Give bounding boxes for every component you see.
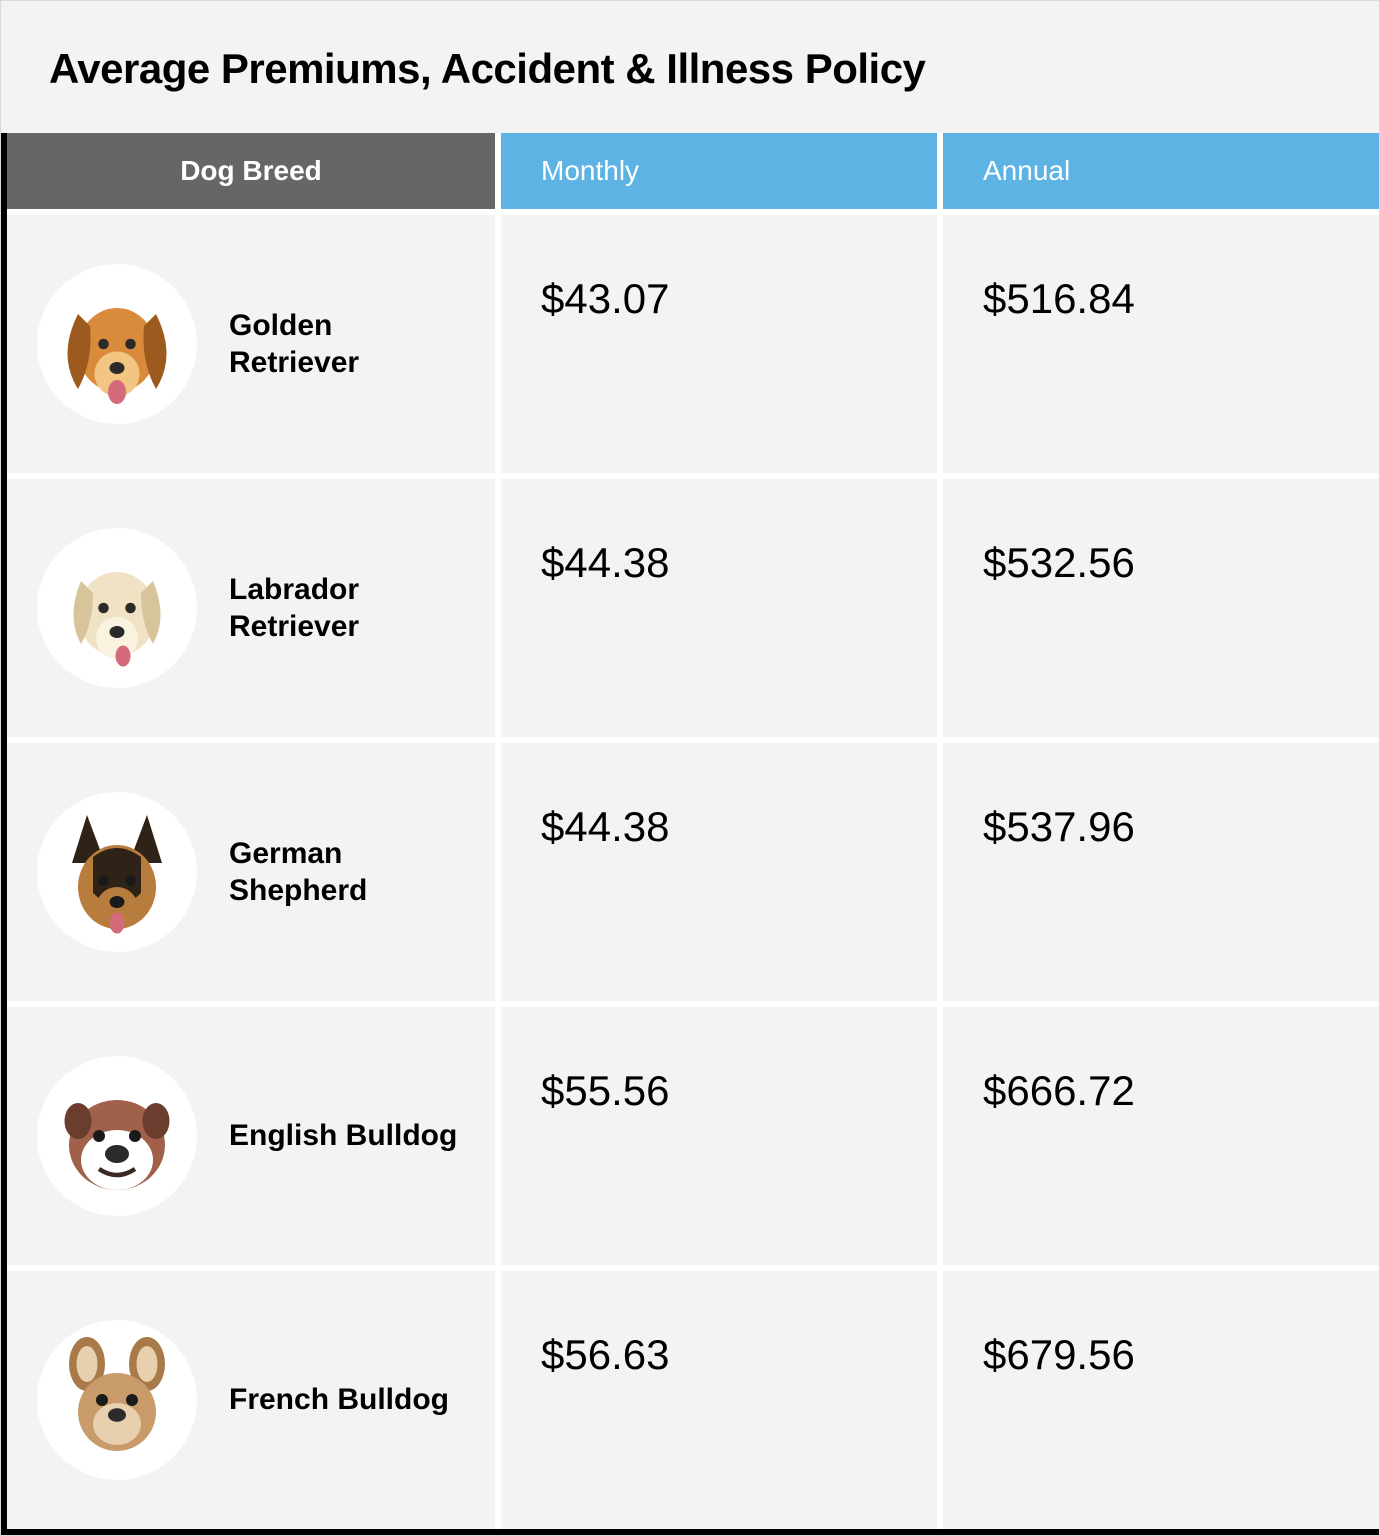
breed-cell: German Shepherd — [7, 743, 495, 1001]
breed-cell: Golden Retriever — [7, 215, 495, 473]
annual-premium: $537.96 — [937, 743, 1379, 1001]
breed-cell: English Bulldog — [7, 1007, 495, 1265]
golden-retriever-icon — [37, 264, 197, 424]
column-header-breed: Dog Breed — [7, 133, 495, 209]
annual-premium: $666.72 — [937, 1007, 1379, 1265]
labrador-retriever-icon — [37, 528, 197, 688]
table-header-row: Dog Breed Monthly Annual — [7, 133, 1379, 209]
premiums-table-panel: Average Premiums, Accident & Illness Pol… — [0, 0, 1380, 1536]
breed-name: German Shepherd — [229, 835, 469, 910]
column-header-annual: Annual — [937, 133, 1379, 209]
annual-premium: $532.56 — [937, 479, 1379, 737]
table-row: Labrador Retriever $44.38$532.56 — [7, 473, 1379, 737]
premiums-table: Dog Breed Monthly Annual Golden Retrieve… — [1, 133, 1379, 1535]
monthly-premium: $55.56 — [495, 1007, 937, 1265]
monthly-premium: $44.38 — [495, 479, 937, 737]
monthly-premium: $44.38 — [495, 743, 937, 1001]
breed-name: English Bulldog — [229, 1117, 457, 1155]
german-shepherd-icon — [37, 792, 197, 952]
annual-premium: $516.84 — [937, 215, 1379, 473]
table-row: French Bulldog $56.63$679.56 — [7, 1265, 1379, 1529]
french-bulldog-icon — [37, 1320, 197, 1480]
monthly-premium: $56.63 — [495, 1271, 937, 1529]
breed-cell: French Bulldog — [7, 1271, 495, 1529]
english-bulldog-icon — [37, 1056, 197, 1216]
breed-name: Labrador Retriever — [229, 571, 469, 646]
breed-name: French Bulldog — [229, 1381, 449, 1419]
breed-cell: Labrador Retriever — [7, 479, 495, 737]
breed-name: Golden Retriever — [229, 307, 469, 382]
column-header-monthly: Monthly — [495, 133, 937, 209]
annual-premium: $679.56 — [937, 1271, 1379, 1529]
table-row: German Shepherd $44.38$537.96 — [7, 737, 1379, 1001]
monthly-premium: $43.07 — [495, 215, 937, 473]
page-title: Average Premiums, Accident & Illness Pol… — [1, 1, 1379, 133]
table-row: Golden Retriever $43.07$516.84 — [7, 209, 1379, 473]
table-row: English Bulldog $55.56$666.72 — [7, 1001, 1379, 1265]
